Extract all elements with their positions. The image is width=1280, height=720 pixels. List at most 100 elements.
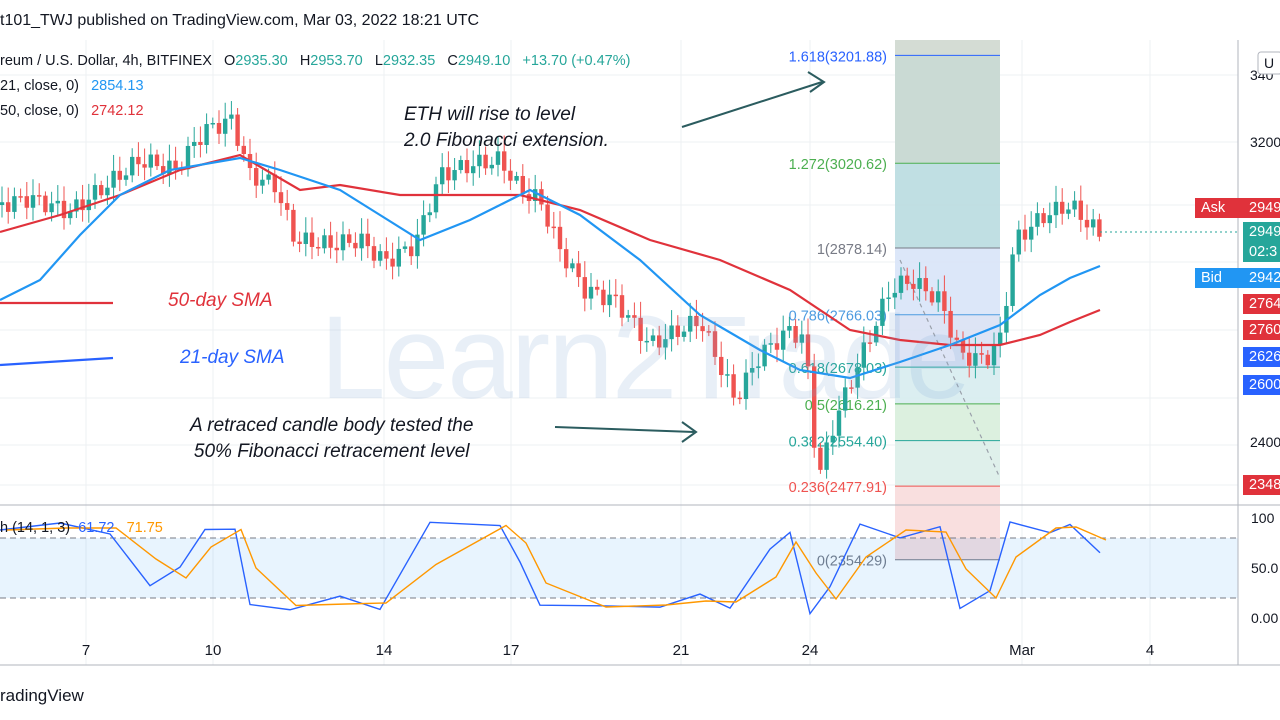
candle-body [49, 203, 54, 213]
candle-body [681, 331, 687, 337]
stoch-axis-tick: 0.00 [1251, 610, 1278, 626]
candle-body [111, 170, 116, 188]
candle-body [557, 226, 563, 250]
fib-zone [895, 163, 1000, 248]
time-axis-tick: 4 [1146, 642, 1154, 659]
candle-body [675, 325, 680, 337]
watermark: Learn2Trade [320, 292, 971, 424]
candle-body [1016, 229, 1021, 255]
candle-body [768, 343, 773, 345]
high-value: 2953.70 [310, 53, 363, 69]
candle-body [328, 235, 333, 248]
price-label-value: 2760 [1249, 322, 1280, 338]
price-axis-tick: 3200 [1250, 134, 1280, 150]
price-label-tag: Ask [1201, 200, 1226, 216]
candle-body [471, 166, 476, 174]
candle-body [285, 203, 290, 210]
candle-body [1053, 201, 1059, 216]
candle-body [644, 340, 649, 343]
candle-body [861, 342, 866, 368]
candle-body [663, 339, 668, 348]
price-label-value: 2348 [1249, 477, 1280, 493]
candle-body [1091, 219, 1096, 228]
candle-body [0, 202, 5, 205]
stoch-k-value: 61.72 [78, 520, 115, 536]
candle-body [514, 175, 519, 181]
candle-body [241, 145, 246, 155]
candle-body [737, 397, 742, 400]
candle-body [1097, 219, 1102, 237]
annotation-sma21: 21-day SMA [180, 347, 285, 368]
time-axis-tick: 17 [503, 642, 520, 659]
candle-body [210, 122, 215, 125]
candle-body [12, 196, 17, 212]
candle-body [378, 251, 383, 261]
candle-body [130, 156, 135, 176]
stoch-params: h (14, 1, 3) [0, 520, 71, 536]
candle-body [322, 235, 327, 249]
candle-body [266, 174, 271, 180]
candle-body [991, 344, 997, 366]
candle-body [750, 368, 755, 373]
candle-body [117, 170, 122, 180]
candle-body [204, 124, 209, 145]
scale-mode-box [1257, 51, 1280, 75]
candle-body [440, 167, 445, 185]
candle-body [198, 141, 203, 145]
candle-body [843, 387, 848, 411]
sma21-label-line [0, 356, 114, 367]
annotation-eth-rise-line-1: ETH will rise to level [404, 104, 576, 125]
stoch-axis-tick: 50.0 [1251, 560, 1278, 576]
stochastic-panel [0, 504, 1280, 616]
arrow-eth-rise [681, 81, 823, 128]
price-label: 2764 [1243, 294, 1280, 314]
time-axis-tick: 14 [376, 642, 393, 659]
candle-body [55, 200, 60, 204]
candle-body [458, 160, 463, 171]
stoch-legend[interactable]: h (14, 1, 3) 61.72 71.75 [0, 520, 163, 536]
annotation-eth-rise-line-2: 2.0 Fibonacci extension. [404, 130, 609, 151]
candle-body [384, 251, 389, 259]
candle-body [911, 283, 916, 289]
candle-body [309, 232, 315, 247]
candle-body [316, 246, 321, 249]
sma50-value: 2742.12 [91, 103, 144, 119]
candle-body [347, 234, 352, 243]
candle-body [359, 233, 364, 249]
candle-body [409, 246, 414, 257]
candle-body [719, 356, 724, 376]
arrow-eth-rise-head [807, 71, 826, 93]
candle-body [805, 334, 811, 367]
price-label-value: 2949 [1249, 200, 1280, 216]
candle-body [1029, 226, 1034, 240]
candle-body [68, 211, 73, 219]
candle-body [973, 353, 978, 366]
candles [0, 101, 1102, 479]
candle-body [477, 154, 482, 167]
candle-body [371, 246, 377, 261]
symbol-name: reum / U.S. Dollar, 4h, BITFINEX [0, 53, 212, 69]
candle-body [657, 335, 662, 348]
stoch-axis-tick: 100 [1251, 510, 1275, 526]
candle-body [948, 310, 953, 338]
fib-level-label: 0.236(2477.91) [789, 480, 887, 496]
candle-body [960, 339, 966, 353]
time-axis-tick: 10 [205, 642, 222, 659]
candle-body [1060, 201, 1065, 214]
sma50-legend[interactable]: 50, close, 0) 2742.12 [0, 103, 144, 119]
candle-body [626, 315, 631, 318]
candle-body [632, 315, 637, 318]
sma21-value: 2854.13 [91, 78, 144, 94]
candle-body [291, 209, 296, 242]
candle-body [619, 295, 625, 318]
candle-body [74, 199, 79, 212]
candle-body [818, 447, 823, 470]
candle-body [886, 297, 891, 299]
candle-body [136, 156, 141, 165]
candle-body [161, 166, 166, 175]
sma21-legend[interactable]: 21, close, 0) 2854.13 [0, 78, 144, 94]
price-label-bid: Bid 2942 [1195, 268, 1280, 288]
candle-body [483, 154, 488, 169]
fib-zone [895, 248, 1000, 315]
